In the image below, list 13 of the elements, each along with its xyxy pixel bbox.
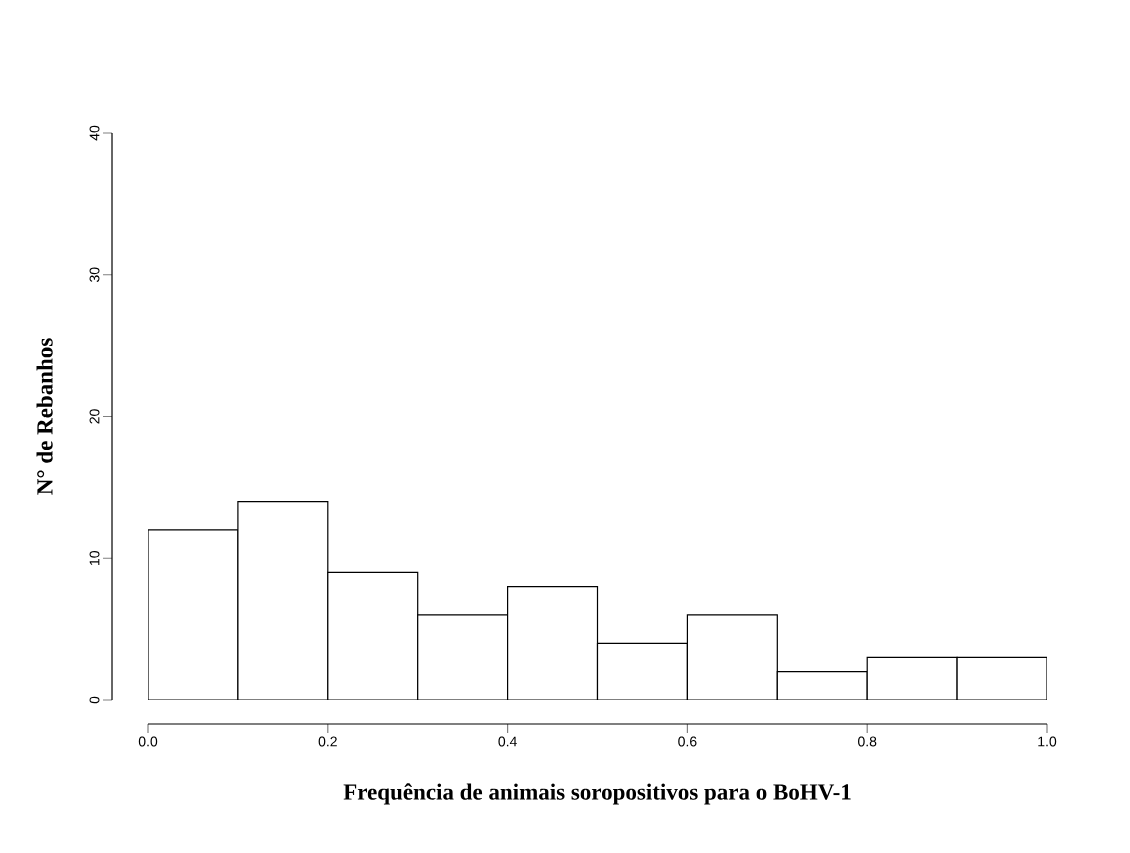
y-axis-title: N° de Rebanhos: [36, 338, 53, 495]
x-tick-label: 0.6: [678, 736, 697, 747]
y-tick-label: 10: [89, 550, 100, 565]
x-axis-title: Frequência de animais soropositivos para o BoHV-1: [343, 783, 851, 805]
y-tick-label: 20: [89, 409, 100, 424]
y-tick-label: 0: [89, 696, 100, 704]
x-tick-label: 0.2: [318, 736, 337, 747]
x-tick-label: 0.0: [138, 736, 158, 747]
x-tick-label: 1.0: [1038, 736, 1057, 747]
x-tick-label: 0.8: [858, 736, 877, 747]
x-tick-label: 0.4: [498, 736, 517, 747]
y-tick-label: 30: [89, 267, 100, 282]
y-tick-label: 40: [89, 125, 100, 141]
